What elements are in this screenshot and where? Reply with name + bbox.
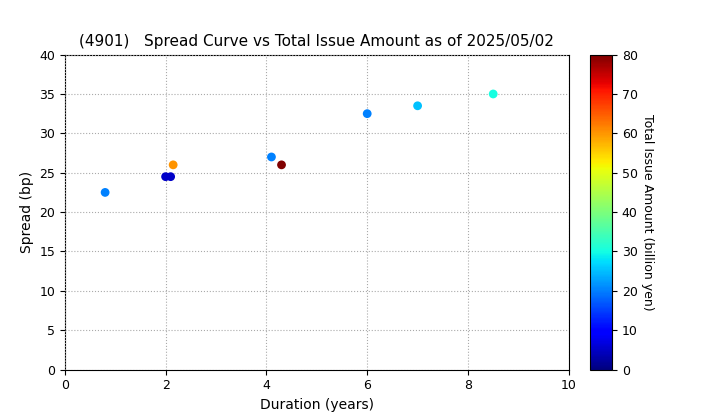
Point <box>361 110 373 117</box>
Point <box>276 161 287 168</box>
Point <box>167 161 179 168</box>
X-axis label: Duration (years): Duration (years) <box>260 398 374 412</box>
Title: (4901)   Spread Curve vs Total Issue Amount as of 2025/05/02: (4901) Spread Curve vs Total Issue Amoun… <box>79 34 554 49</box>
Y-axis label: Total Issue Amount (billion yen): Total Issue Amount (billion yen) <box>642 114 654 310</box>
Point <box>99 189 111 196</box>
Y-axis label: Spread (bp): Spread (bp) <box>19 171 34 253</box>
Point <box>160 173 171 180</box>
Point <box>266 154 277 160</box>
Point <box>165 173 176 180</box>
Point <box>412 102 423 109</box>
Point <box>487 91 499 97</box>
